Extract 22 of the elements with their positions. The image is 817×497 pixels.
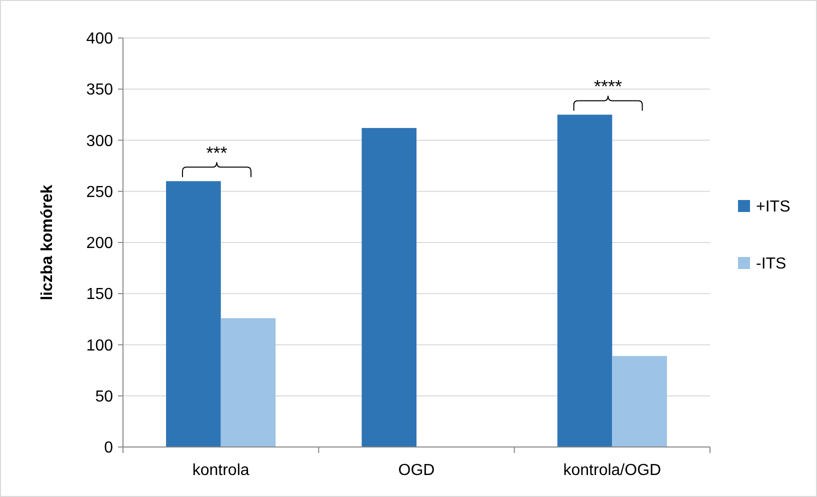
y-tick-label: 50 bbox=[95, 388, 114, 406]
y-tick-label: 200 bbox=[86, 235, 114, 252]
x-tick-label: kontrola bbox=[192, 462, 250, 479]
bar bbox=[166, 181, 221, 447]
x-tick-label: kontrola/OGD bbox=[563, 462, 662, 479]
annotation: **** bbox=[594, 76, 622, 97]
y-tick-label: 300 bbox=[86, 132, 114, 150]
x-tick-label: OGD bbox=[398, 462, 435, 479]
y-tick-label: 150 bbox=[86, 286, 114, 304]
legend-label: -ITS bbox=[756, 256, 786, 273]
legend-label: +ITS bbox=[756, 198, 790, 216]
y-axis-title: liczba komórek bbox=[39, 184, 56, 300]
y-tick-label: 100 bbox=[86, 337, 114, 354]
bar bbox=[220, 318, 276, 447]
y-tick-label: 350 bbox=[86, 82, 114, 99]
bar bbox=[557, 114, 612, 447]
y-tick-label: 400 bbox=[86, 30, 114, 48]
y-tick-label: 250 bbox=[86, 184, 114, 201]
bar bbox=[362, 128, 416, 447]
annotation: *** bbox=[206, 143, 228, 164]
bar bbox=[612, 356, 667, 447]
y-tick-label: 0 bbox=[104, 440, 114, 457]
